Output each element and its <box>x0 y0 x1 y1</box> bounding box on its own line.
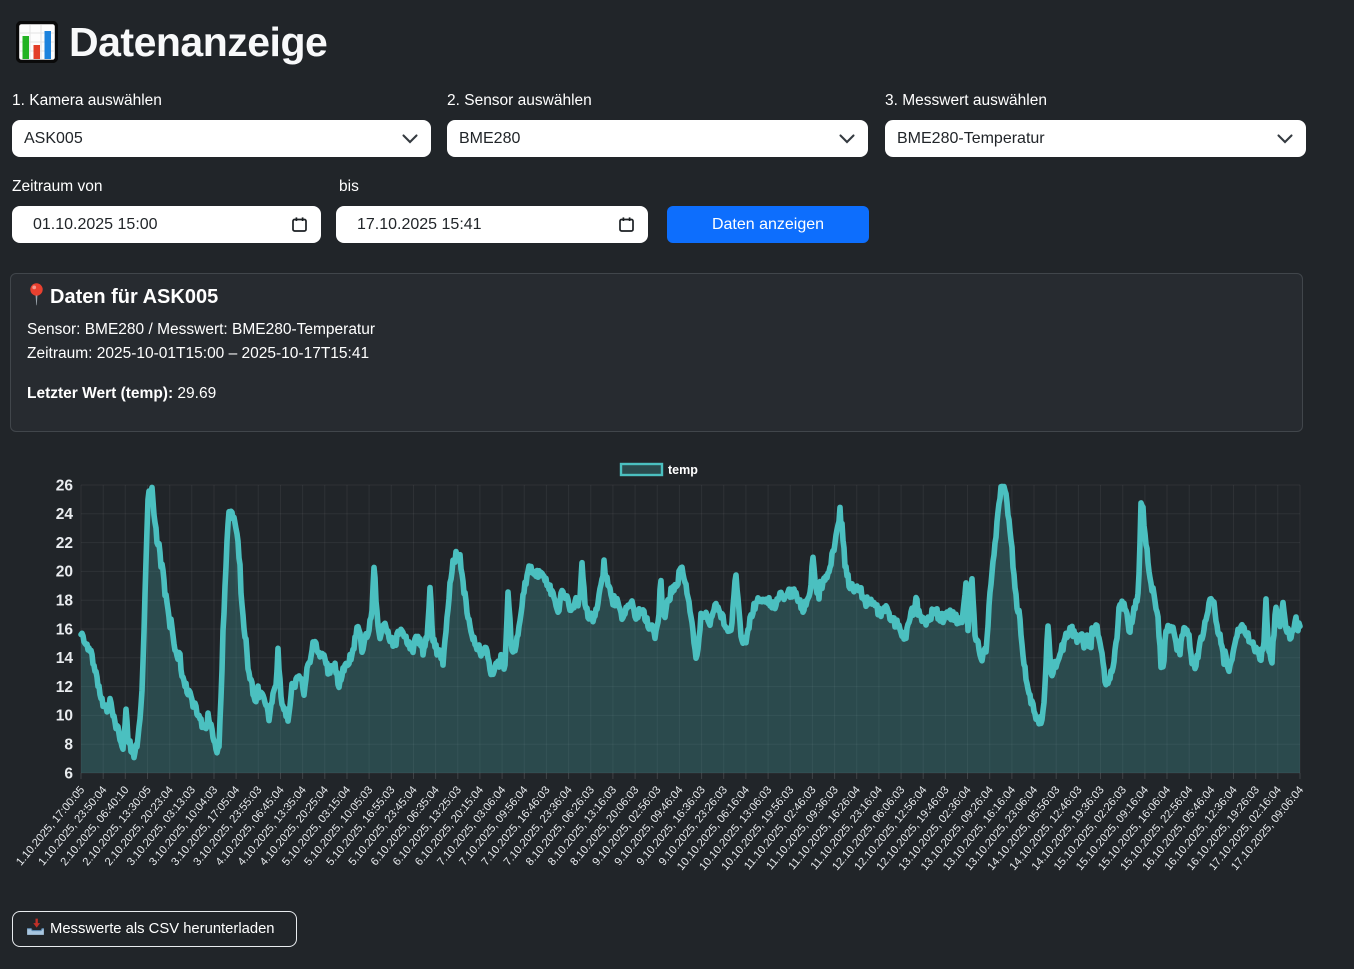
svg-text:8: 8 <box>64 737 73 754</box>
svg-text:24: 24 <box>56 506 74 523</box>
svg-text:6: 6 <box>64 765 73 782</box>
svg-text:26: 26 <box>56 477 74 494</box>
svg-text:12: 12 <box>56 679 73 696</box>
svg-text:22: 22 <box>56 535 73 552</box>
svg-text:16: 16 <box>56 621 74 638</box>
svg-text:14: 14 <box>56 650 74 667</box>
svg-text:10: 10 <box>56 708 73 725</box>
svg-text:20: 20 <box>56 564 73 581</box>
svg-text:18: 18 <box>56 593 74 610</box>
svg-text:temp: temp <box>668 463 698 477</box>
